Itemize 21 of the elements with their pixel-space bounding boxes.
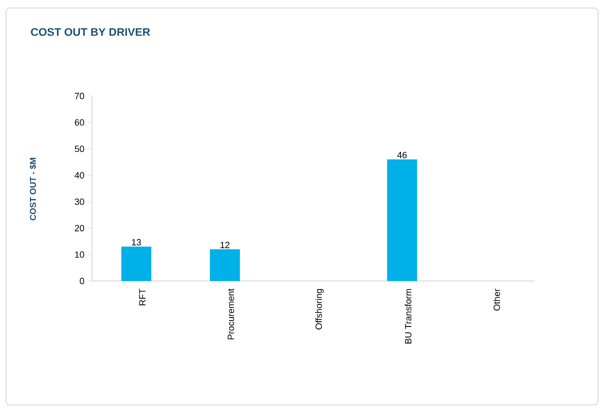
y-tick-label: 20: [74, 224, 84, 232]
bar: [210, 249, 240, 281]
y-tick-label: 0: [80, 278, 84, 284]
data-label: 46: [397, 152, 407, 158]
y-tick-label: 60: [74, 119, 84, 126]
y-axis-title: COST OUT - $M: [30, 158, 36, 220]
y-tick-label: 70: [74, 92, 84, 100]
data-label: 13: [132, 239, 141, 246]
y-tick-label: 10: [75, 251, 84, 258]
x-tick-label: Procurement: [228, 288, 234, 340]
data-label: 12: [220, 242, 230, 248]
x-tick-label: Other: [493, 288, 500, 311]
bar: [121, 246, 152, 281]
y-tick-label: 30: [74, 198, 84, 205]
x-tick-label: RFT: [139, 288, 146, 306]
y-tick-label: 50: [74, 146, 84, 152]
x-tick-label: BU Transform: [404, 289, 412, 344]
y-tick-label: 40: [74, 172, 84, 178]
chart-title: COST OUT BY DRIVER: [30, 28, 150, 36]
x-tick-label: Offshoring: [315, 289, 324, 330]
bar: [387, 159, 418, 281]
